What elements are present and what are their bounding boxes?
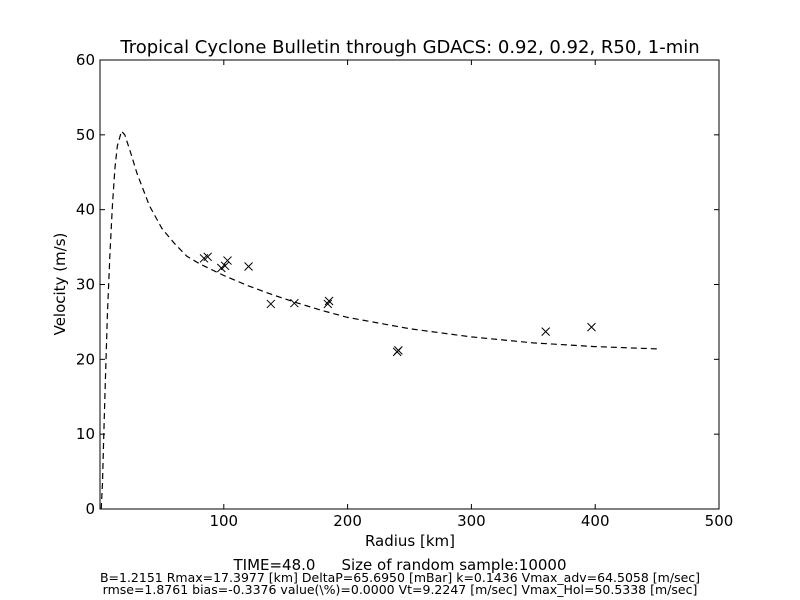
point-marker-stroke bbox=[323, 299, 333, 309]
plot-frame bbox=[99, 59, 720, 510]
y-axis-label: Velocity (m/s) bbox=[51, 233, 69, 336]
point-marker-stroke bbox=[220, 261, 230, 271]
y-tick-label: 30 bbox=[76, 276, 95, 294]
point-marker-stroke bbox=[223, 256, 232, 265]
y-tick-label: 10 bbox=[76, 425, 95, 443]
series-layer bbox=[100, 129, 658, 510]
time-value: TIME=48.0 bbox=[233, 556, 316, 574]
observation-point bbox=[394, 345, 403, 355]
time-sample-line: TIME=48.0 Size of random sample:10000 bbox=[0, 556, 800, 574]
point-marker-stroke bbox=[290, 298, 299, 308]
observation-point bbox=[587, 322, 596, 332]
observation-point bbox=[223, 256, 232, 265]
observation-point bbox=[266, 299, 276, 309]
sample-size: Size of random sample:10000 bbox=[341, 556, 567, 574]
observation-point bbox=[541, 327, 551, 336]
x-tick-label: 500 bbox=[705, 512, 734, 530]
x-tick-label: 200 bbox=[333, 512, 362, 530]
chart-title: Tropical Cyclone Bulletin through GDACS:… bbox=[119, 37, 699, 58]
point-marker-stroke bbox=[244, 262, 253, 271]
observation-point bbox=[324, 296, 334, 306]
point-marker-stroke bbox=[324, 296, 334, 306]
holland-profile-line bbox=[100, 129, 658, 510]
y-tick-label: 60 bbox=[76, 51, 95, 69]
axis-tick-labels: 100 200 300 400 500 0 10 20 30 40 50 60 bbox=[76, 51, 733, 530]
observation-point bbox=[323, 299, 333, 309]
x-tick-label: 400 bbox=[581, 512, 610, 530]
point-marker-stroke bbox=[266, 299, 276, 309]
x-tick-label: 300 bbox=[457, 512, 486, 530]
x-axis-label: Radius [km] bbox=[365, 532, 455, 550]
observation-point bbox=[290, 298, 299, 308]
observation-point bbox=[244, 262, 253, 271]
x-tick-label: 100 bbox=[209, 512, 238, 530]
y-tick-label: 0 bbox=[85, 500, 95, 518]
point-marker-stroke bbox=[587, 322, 596, 332]
y-tick-label: 50 bbox=[76, 126, 95, 144]
parameters-line-1: B=1.2151 Rmax=17.3977 [km] DeltaP=65.695… bbox=[99, 570, 701, 585]
parameters-line-2: rmse=1.8761 bias=-0.3376 value(\%)=0.000… bbox=[102, 582, 698, 597]
point-marker-stroke bbox=[541, 327, 551, 336]
axis-ticks bbox=[100, 59, 720, 510]
observation-point bbox=[220, 261, 230, 271]
point-marker-stroke bbox=[203, 252, 213, 262]
point-marker-stroke bbox=[394, 345, 403, 355]
y-tick-label: 20 bbox=[76, 350, 95, 368]
y-tick-label: 40 bbox=[76, 201, 95, 219]
observation-point bbox=[203, 252, 213, 262]
